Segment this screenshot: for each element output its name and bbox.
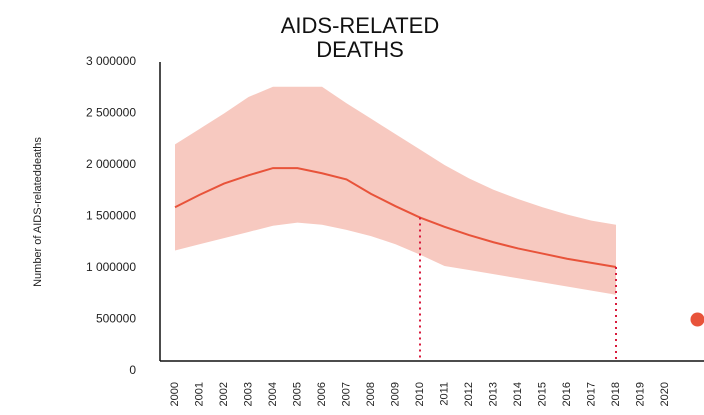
x-tick-label: 2006 (316, 382, 328, 406)
x-tick-label: 2017 (585, 382, 597, 406)
x-tick-label: 2002 (218, 382, 230, 406)
x-tick-label: 2003 (242, 382, 254, 406)
x-tick-label: 2013 (487, 382, 499, 406)
line (174, 167, 617, 268)
y-tick-label: 3 000000 (86, 54, 136, 68)
uncertainty-band (175, 86, 616, 295)
x-tick-label: 2014 (512, 382, 524, 406)
y-tick-label: 1 000000 (86, 260, 136, 274)
x-tick-label: 2000 (169, 382, 181, 406)
x-tick-label: 2007 (340, 382, 352, 406)
x-tick-label: 2020 (659, 382, 671, 406)
x-tick-label: 2019 (634, 382, 646, 406)
y-tick-label: 1 500000 (86, 209, 136, 223)
x-tick-label: 2018 (610, 382, 622, 406)
x-tick-label: 2004 (267, 382, 279, 406)
target-point (690, 312, 704, 327)
y-tick-label: 500000 (96, 312, 136, 326)
y-tick-label: 0 (129, 363, 136, 377)
x-tick-label: 2008 (365, 382, 377, 406)
x-tick-label: 2005 (291, 382, 303, 406)
y-axis-label: Number of AIDS-relateddeaths (32, 137, 44, 287)
x-tick-label: 2001 (193, 382, 205, 406)
x-tick-label: 2015 (536, 382, 548, 406)
x-tick-label: 2011 (438, 382, 450, 406)
y-tick-label: 2 500000 (86, 106, 136, 120)
x-tick-label: 2010 (414, 382, 426, 406)
x-tick-label: 2016 (561, 382, 573, 406)
x-tick-label: 2012 (463, 382, 475, 406)
y-tick-label: 2 000000 (86, 157, 136, 171)
chart-title: AIDS-RELATED DEATHS (280, 13, 440, 62)
x-tick-label: 2009 (389, 382, 401, 406)
